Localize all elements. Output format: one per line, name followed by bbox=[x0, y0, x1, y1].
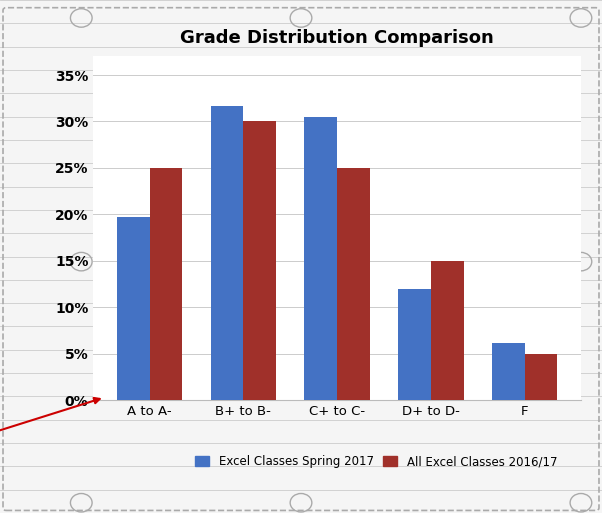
Bar bbox=[337, 168, 370, 400]
Bar bbox=[149, 168, 182, 400]
Text: Note the bold text.: Note the bold text. bbox=[0, 398, 100, 500]
Bar bbox=[304, 117, 337, 400]
Bar bbox=[243, 122, 276, 400]
Bar bbox=[117, 217, 149, 400]
Bar bbox=[398, 289, 431, 400]
Bar bbox=[211, 106, 243, 400]
Bar bbox=[492, 344, 525, 400]
Legend: Excel Classes Spring 2017, All Excel Classes 2016/17: Excel Classes Spring 2017, All Excel Cla… bbox=[190, 451, 562, 473]
Bar bbox=[431, 261, 464, 400]
Title: Grade Distribution Comparison: Grade Distribution Comparison bbox=[180, 29, 494, 47]
Bar bbox=[525, 353, 557, 400]
